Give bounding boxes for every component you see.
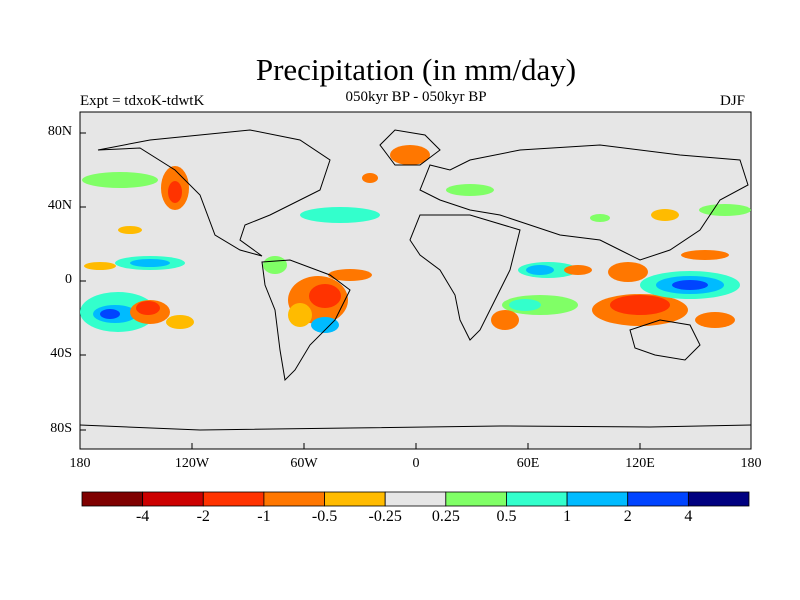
lon-tick-120w: 120W <box>174 456 210 471</box>
colorbar-swatch <box>506 491 568 507</box>
lon-tick-180e: 180 <box>740 456 762 471</box>
lon-tick-60e: 60E <box>516 456 540 471</box>
map-title: Precipitation (in mm/day) <box>255 52 577 87</box>
lat-tick-80s: 80S <box>50 421 72 436</box>
colorbar-label: 2 <box>623 508 632 525</box>
colorbar-swatch <box>263 491 325 507</box>
colorbar-label: -4 <box>135 508 150 525</box>
lon-tick-180w: 180 <box>69 456 91 471</box>
colorbar-swatch <box>142 491 204 507</box>
map-subtitle: 050kyr BP - 050kyr BP <box>345 89 487 105</box>
experiment-label: Expt = tdxoK-tdwtK <box>80 93 205 109</box>
colorbar-label: -0.25 <box>368 508 402 525</box>
season-label: DJF <box>720 93 746 109</box>
colorbar-label: 0.5 <box>496 508 517 525</box>
lon-tick-60w: 60W <box>290 456 318 471</box>
lat-tick-0: 0 <box>65 272 72 287</box>
lat-tick-80n: 80N <box>47 124 72 139</box>
colorbar-label: -0.5 <box>311 508 338 525</box>
colorbar-swatch <box>445 491 507 507</box>
colorbar <box>81 491 750 507</box>
colorbar-label: 4 <box>684 508 693 525</box>
colorbar-swatch <box>81 491 144 507</box>
colorbar-swatch <box>324 491 386 507</box>
coastlines <box>79 129 752 431</box>
colorbar-label: 0.25 <box>431 508 460 525</box>
colorbar-swatch <box>202 491 265 507</box>
lat-tick-40n: 40N <box>47 198 72 213</box>
colorbar-swatch <box>566 491 629 507</box>
colorbar-swatch <box>687 491 750 507</box>
anomaly-fields <box>80 145 751 333</box>
axis-ticks <box>80 132 641 449</box>
lat-tick-40s: 40S <box>50 346 72 361</box>
lon-tick-0: 0 <box>412 456 420 471</box>
lon-tick-120e: 120E <box>625 456 655 471</box>
colorbar-label: -2 <box>196 508 210 525</box>
colorbar-swatch <box>627 491 689 507</box>
colorbar-swatch <box>384 491 447 507</box>
colorbar-label: 1 <box>563 508 572 525</box>
colorbar-label: -1 <box>257 508 271 525</box>
